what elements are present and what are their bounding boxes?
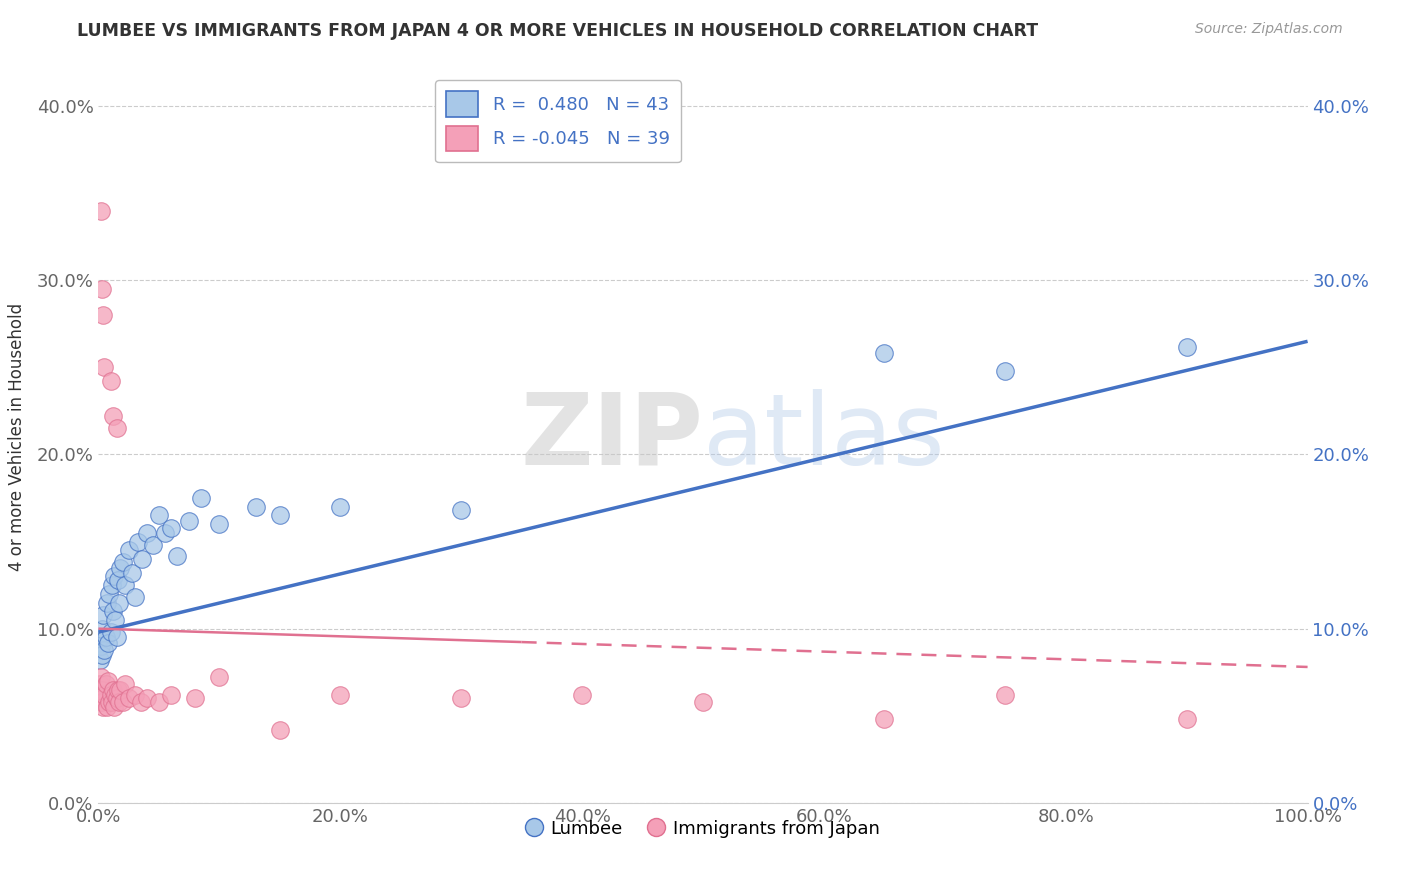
Point: [148, 695, 170, 709]
Point: [98, 695, 121, 709]
Point: [104, 688, 127, 702]
Point: [93, 642, 115, 657]
Point: [93, 360, 115, 375]
Point: [124, 688, 146, 702]
Point: [90, 203, 112, 218]
Point: [994, 364, 1017, 378]
Point: [208, 517, 231, 532]
Point: [91, 682, 114, 697]
Point: [107, 573, 129, 587]
Point: [184, 691, 207, 706]
Point: [692, 695, 714, 709]
Point: [111, 695, 134, 709]
Point: [94, 631, 117, 645]
Point: [96, 700, 118, 714]
Point: [873, 346, 896, 360]
Point: [571, 688, 593, 702]
Point: [101, 409, 124, 424]
Point: [114, 578, 136, 592]
Point: [135, 691, 157, 706]
Point: [108, 695, 131, 709]
Point: [131, 552, 153, 566]
Point: [97, 635, 120, 649]
Point: [129, 695, 152, 709]
Point: [100, 695, 122, 709]
Point: [873, 712, 896, 726]
Point: [96, 595, 118, 609]
Point: [105, 691, 128, 706]
Point: [105, 631, 128, 645]
Point: [89, 653, 111, 667]
Point: [90, 639, 112, 653]
Point: [105, 421, 128, 435]
Point: [100, 625, 122, 640]
Point: [91, 622, 114, 636]
Point: [160, 521, 183, 535]
Point: [101, 682, 124, 697]
Point: [100, 375, 122, 389]
Point: [98, 587, 121, 601]
Point: [245, 500, 267, 514]
Point: [160, 688, 183, 702]
Point: [108, 560, 131, 574]
Point: [166, 549, 188, 563]
Point: [91, 691, 114, 706]
Point: [118, 543, 141, 558]
Point: [329, 688, 352, 702]
Point: [450, 503, 472, 517]
Point: [107, 682, 129, 697]
Point: [269, 723, 291, 737]
Legend: Lumbee, Immigrants from Japan: Lumbee, Immigrants from Japan: [519, 813, 887, 845]
Point: [1175, 712, 1198, 726]
Point: [153, 525, 176, 540]
Point: [111, 556, 134, 570]
Point: [101, 604, 124, 618]
Point: [450, 691, 472, 706]
Point: [124, 591, 146, 605]
Point: [104, 613, 127, 627]
Point: [91, 282, 114, 296]
Point: [1175, 339, 1198, 353]
Point: [94, 677, 117, 691]
Point: [108, 595, 131, 609]
Point: [97, 673, 120, 688]
Point: [91, 648, 114, 662]
Text: LUMBEE VS IMMIGRANTS FROM JAPAN 4 OR MORE VEHICLES IN HOUSEHOLD CORRELATION CHAR: LUMBEE VS IMMIGRANTS FROM JAPAN 4 OR MOR…: [77, 22, 1039, 40]
Point: [114, 677, 136, 691]
Point: [91, 695, 114, 709]
Point: [103, 569, 125, 583]
Point: [91, 607, 114, 622]
Point: [190, 491, 212, 505]
Point: [91, 700, 114, 714]
Point: [148, 508, 170, 523]
Point: [208, 670, 231, 684]
Point: [121, 566, 143, 580]
Text: Source: ZipAtlas.com: Source: ZipAtlas.com: [1195, 22, 1343, 37]
Point: [269, 508, 291, 523]
Point: [329, 500, 352, 514]
Point: [100, 688, 122, 702]
Point: [90, 670, 112, 684]
Point: [179, 514, 201, 528]
Point: [108, 682, 131, 697]
Point: [93, 688, 115, 702]
Point: [91, 308, 114, 322]
Point: [135, 525, 157, 540]
Point: [90, 631, 112, 645]
Y-axis label: 4 or more Vehicles in Household: 4 or more Vehicles in Household: [7, 303, 25, 571]
Point: [127, 534, 149, 549]
Point: [142, 538, 165, 552]
Text: ZIP: ZIP: [520, 389, 703, 485]
Point: [90, 695, 112, 709]
Text: atlas: atlas: [703, 389, 945, 485]
Point: [100, 578, 122, 592]
Point: [994, 688, 1017, 702]
Point: [118, 691, 141, 706]
Point: [103, 700, 125, 714]
Point: [89, 677, 111, 691]
